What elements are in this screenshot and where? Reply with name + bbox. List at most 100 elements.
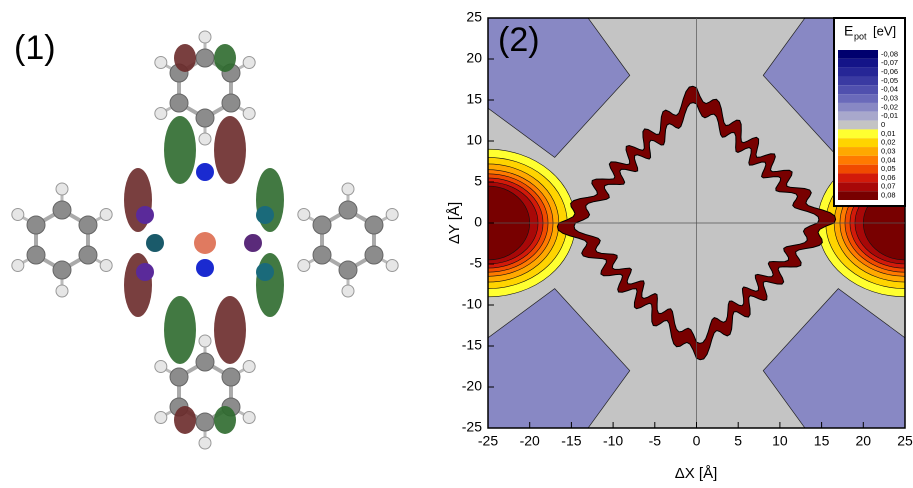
hydrogen (55, 182, 69, 196)
hydrogen (198, 132, 212, 146)
x-tick-label: -5 (649, 433, 662, 449)
y-tick-label: 20 (466, 50, 482, 66)
hydrogen (198, 436, 212, 450)
colorbar-swatch (838, 129, 878, 139)
x-tick-label: 5 (734, 433, 742, 449)
panel-label: (1) (14, 29, 56, 67)
orbital-lobe (174, 44, 196, 72)
x-tick-label: 0 (693, 433, 701, 449)
hydrogen (154, 56, 168, 69)
y-tick-label: -20 (462, 378, 482, 394)
atom (136, 206, 154, 224)
hydrogen (242, 107, 256, 120)
carbon (52, 200, 72, 220)
colorbar-label: 0,04 (881, 155, 896, 164)
colorbar: E pot [eV] -0,08-0,07-0,06-0,05-0,04-0,0… (833, 17, 906, 207)
colorbar-title-sub: pot (854, 31, 867, 41)
colorbar-title: E (844, 23, 853, 39)
y-tick-label: 10 (466, 132, 482, 148)
carbon (312, 245, 332, 265)
x-axis-label: ΔX [Å] (675, 465, 718, 482)
atom (256, 206, 274, 224)
colorbar-label: -0,06 (881, 67, 898, 76)
colorbar-label: -0,02 (881, 102, 898, 111)
carbon (195, 352, 215, 372)
colorbar-swatch (838, 120, 878, 130)
orbital-lobe (214, 296, 246, 364)
x-tick-label: 20 (856, 433, 872, 449)
hydrogen (242, 411, 256, 424)
carbon (312, 215, 332, 235)
y-tick-label: 0 (474, 214, 482, 230)
colorbar-swatch (838, 67, 878, 77)
hydrogen (198, 30, 212, 44)
orbital-lobe (164, 116, 196, 184)
molecule (11, 30, 399, 450)
x-tick-label: -10 (603, 433, 623, 449)
colorbar-title-unit: [eV] (873, 23, 896, 38)
carbon (169, 367, 189, 387)
colorbar-swatch (838, 76, 878, 86)
colorbar-swatch (838, 138, 878, 148)
carbon (338, 200, 358, 220)
x-tick-label: -25 (478, 433, 498, 449)
carbon (169, 93, 189, 113)
hydrogen (385, 208, 399, 221)
orbital-lobe (214, 406, 236, 434)
carbon (26, 215, 46, 235)
orbital-lobe (174, 406, 196, 434)
colorbar-swatch (838, 94, 878, 103)
carbon (364, 245, 384, 265)
colorbar-label: 0,06 (881, 173, 896, 182)
carbon (78, 245, 98, 265)
hydrogen (385, 259, 399, 272)
carbon (195, 48, 215, 68)
y-axis-label: ΔY [Å] (446, 202, 463, 244)
y-tick-label: -25 (462, 419, 482, 435)
hydrogen (154, 107, 168, 120)
carbon (221, 367, 241, 387)
colorbar-swatch (838, 58, 878, 68)
colorbar-label: 0,01 (881, 129, 896, 138)
carbon (364, 215, 384, 235)
colorbar-label: 0,07 (881, 182, 896, 191)
orbital-lobe (256, 253, 284, 317)
y-tick-label: 25 (466, 9, 482, 25)
y-tick-label: -15 (462, 337, 482, 353)
carbon (195, 108, 215, 128)
colorbar-swatch (838, 173, 878, 183)
atom (196, 163, 214, 181)
colorbar-label: -0,05 (881, 76, 898, 85)
carbon (78, 215, 98, 235)
hydrogen (297, 259, 311, 272)
axes: -25 -20 -15 -10 -5 0 5 10 15 20 25 -25 -20 -15 -10 -5 0 5… (462, 9, 913, 449)
orbital-lobe (164, 296, 196, 364)
colorbar-swatch (838, 147, 878, 156)
atom (244, 234, 262, 252)
x-tick-label: 25 (897, 433, 913, 449)
colorbar-swatch (838, 102, 878, 112)
colorbar-label: 0 (881, 120, 885, 129)
orbital-lobe (124, 253, 152, 317)
colorbar-label: 0,02 (881, 138, 896, 147)
atom (256, 263, 274, 281)
colorbar-label: -0,04 (881, 85, 898, 94)
orbital-lobe (214, 44, 236, 72)
y-tick-label: -10 (462, 296, 482, 312)
hydrogen (99, 259, 113, 272)
hydrogen (55, 284, 69, 298)
colorbar-swatch (838, 85, 878, 95)
colorbar-swatch (838, 50, 878, 59)
x-tick-label: -20 (520, 433, 540, 449)
atom (136, 263, 154, 281)
hydrogen (297, 208, 311, 221)
y-tick-label: 15 (466, 91, 482, 107)
colorbar-label: -0,01 (881, 111, 898, 120)
hydrogen (99, 208, 113, 221)
metal-atom (194, 232, 216, 254)
colorbar-swatch (838, 164, 878, 174)
colorbar-swatch (838, 182, 878, 192)
carbon (221, 93, 241, 113)
colorbar-swatch (838, 111, 878, 121)
